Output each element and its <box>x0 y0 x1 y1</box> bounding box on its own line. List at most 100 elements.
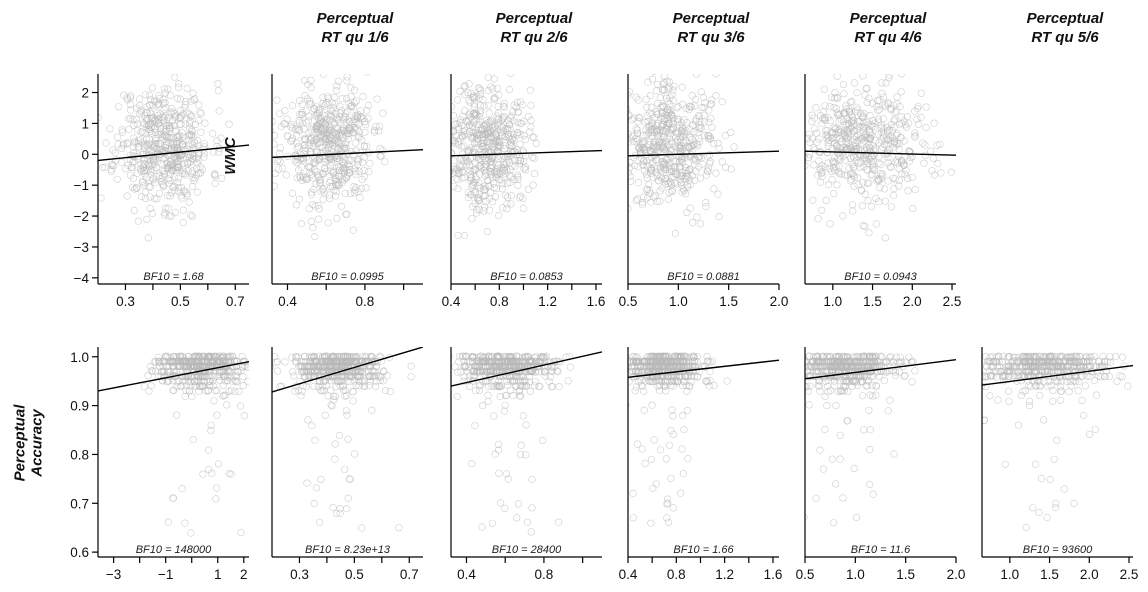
data-point <box>170 182 178 190</box>
data-point <box>900 137 908 145</box>
data-point <box>368 406 376 414</box>
data-point <box>511 162 519 170</box>
x-tick-label: 1.6 <box>764 567 783 582</box>
data-point <box>882 151 890 159</box>
data-point <box>455 167 463 175</box>
data-point <box>344 372 352 380</box>
data-point <box>484 397 492 406</box>
data-point <box>164 378 172 386</box>
data-point <box>628 115 636 124</box>
data-point <box>311 367 319 375</box>
data-point <box>706 159 714 168</box>
data-point <box>451 103 456 111</box>
data-point <box>499 127 508 135</box>
data-point <box>792 148 799 155</box>
data-point <box>714 139 722 147</box>
data-point <box>134 217 142 225</box>
fit-line <box>628 150 779 157</box>
data-point <box>830 190 838 198</box>
data-point <box>210 373 218 381</box>
data-point <box>818 120 826 128</box>
data-point <box>160 114 168 122</box>
data-point <box>514 108 522 117</box>
data-point <box>493 112 501 120</box>
data-point <box>514 181 522 189</box>
data-point <box>628 205 632 213</box>
data-point <box>334 124 342 132</box>
data-point <box>336 382 344 390</box>
data-point <box>170 109 179 117</box>
data-point <box>928 167 936 175</box>
data-point <box>497 363 505 371</box>
data-point <box>463 352 471 360</box>
data-point <box>291 151 300 159</box>
data-point <box>850 164 858 172</box>
data-point <box>163 125 171 133</box>
data-point <box>111 149 119 157</box>
data-point <box>667 427 675 435</box>
data-point <box>844 135 852 143</box>
data-point <box>850 135 858 143</box>
data-point <box>839 212 847 220</box>
data-point <box>522 382 530 390</box>
data-point <box>166 176 174 184</box>
data-point <box>649 173 657 181</box>
data-point <box>522 451 530 459</box>
data-point <box>346 166 354 174</box>
data-point <box>333 178 342 187</box>
data-point <box>144 234 152 242</box>
data-point <box>180 373 188 381</box>
data-point <box>881 197 889 205</box>
data-point <box>670 377 678 385</box>
data-point <box>141 188 150 196</box>
data-point <box>884 177 892 185</box>
data-point <box>176 106 185 115</box>
data-point <box>345 118 353 126</box>
data-point <box>650 67 657 74</box>
data-point <box>343 166 351 174</box>
data-point <box>147 156 155 164</box>
data-point <box>679 412 687 420</box>
data-point <box>464 147 473 155</box>
data-point <box>721 163 730 171</box>
data-point <box>472 368 480 376</box>
data-point <box>827 129 836 137</box>
data-point <box>133 126 141 134</box>
data-point <box>527 116 535 124</box>
data-point <box>516 156 525 164</box>
data-point <box>505 353 513 361</box>
data-point <box>485 109 493 117</box>
data-point <box>774 144 781 151</box>
data-point <box>356 194 364 202</box>
data-point <box>889 144 897 152</box>
data-point <box>253 363 260 370</box>
data-point <box>680 426 688 434</box>
data-point <box>118 144 126 152</box>
data-point <box>468 460 476 468</box>
x-tick-label: 0.5 <box>171 294 190 309</box>
data-point <box>459 128 467 136</box>
data-point <box>656 126 664 134</box>
data-point <box>699 93 708 102</box>
data-point <box>540 367 549 375</box>
data-point <box>637 381 645 390</box>
data-point <box>895 165 903 173</box>
data-point <box>376 353 384 362</box>
data-point <box>305 205 313 213</box>
data-point <box>328 402 336 410</box>
data-point <box>243 363 249 371</box>
data-point <box>440 97 447 104</box>
data-point <box>649 373 657 381</box>
data-point <box>616 141 623 148</box>
data-point <box>323 363 332 371</box>
data-point <box>833 181 841 189</box>
data-point <box>159 181 167 189</box>
row-label-2: Perceptual Accuracy <box>12 404 46 482</box>
fit-line <box>272 347 423 393</box>
data-point <box>632 383 641 391</box>
data-point <box>207 426 215 435</box>
data-point <box>524 113 532 121</box>
data-point <box>634 96 642 104</box>
data-point <box>661 145 669 153</box>
data-point <box>909 204 917 213</box>
